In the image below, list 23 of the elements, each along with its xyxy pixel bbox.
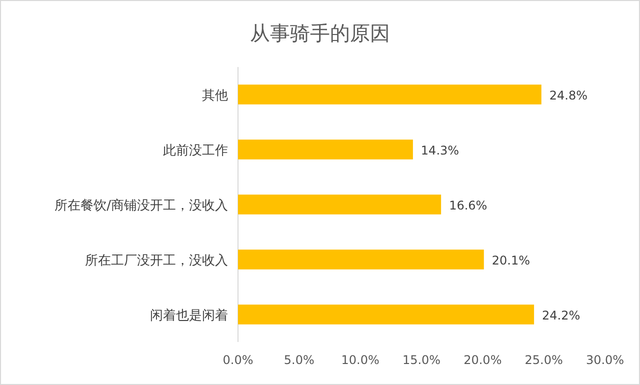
data-label: 20.1% [492,254,530,268]
bar [238,140,413,160]
x-tick-label: 20.0% [464,353,502,367]
y-tick-label: 所在餐饮/商铺没开工，没收入 [54,198,228,214]
x-tick-label: 15.0% [402,353,441,367]
y-tick-label: 其他 [202,88,228,104]
y-tick-label: 所在工厂没开工，没收入 [85,254,228,268]
x-tick-label: 30.0% [586,353,624,367]
data-label: 24.8% [549,88,588,102]
y-tick-label: 此前没工作 [163,144,228,158]
x-tick-label: 25.0% [524,353,563,367]
data-label: 24.2% [542,308,580,322]
bar [238,194,442,214]
data-label: 14.3% [420,144,460,158]
x-tick-label: 10.0% [341,353,380,367]
chart-title: 从事骑手的原因 [250,21,390,45]
x-tick-label: 5.0% [284,353,314,367]
bar [238,84,542,104]
x-tick-label: 0.0% [222,353,254,367]
y-tick-label: 闲着也是闲着 [150,308,228,324]
data-label: 16.6% [449,198,488,212]
bar [238,250,484,270]
bar [238,304,534,324]
